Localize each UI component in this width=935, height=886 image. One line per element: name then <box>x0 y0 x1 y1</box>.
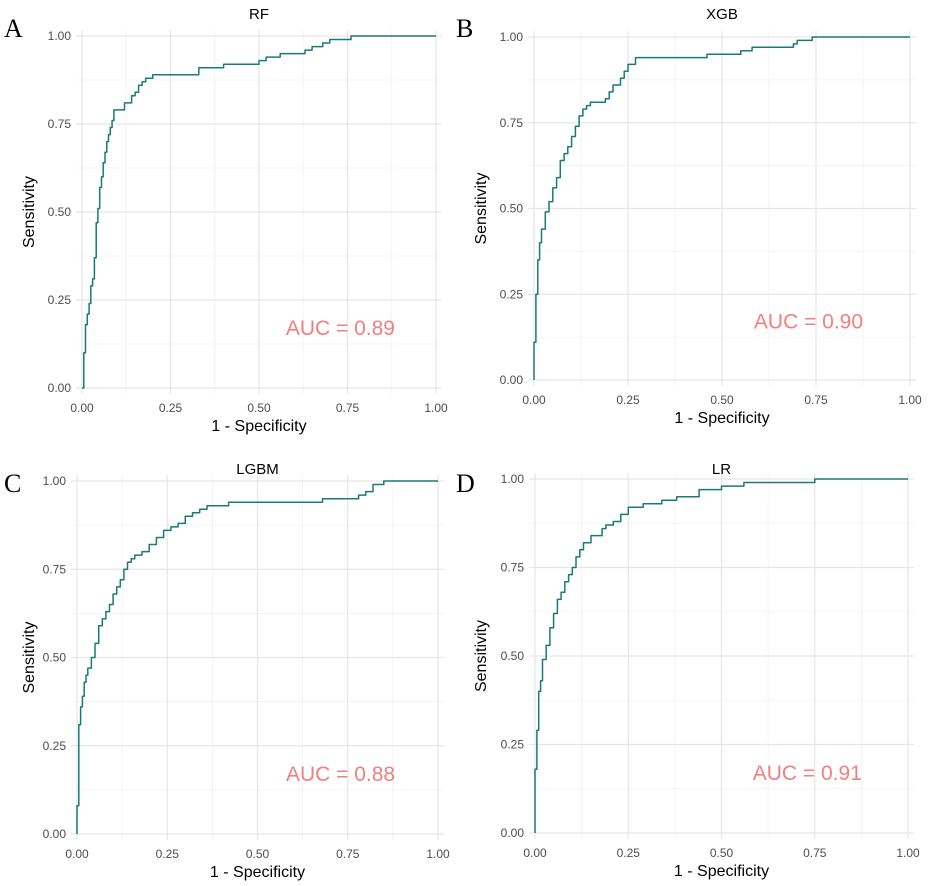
panel-letter: A <box>4 14 23 43</box>
x-tick-label: 0.00 <box>523 846 547 860</box>
y-tick-label: 1.00 <box>501 472 525 486</box>
panel-title: RF <box>249 6 269 23</box>
x-tick-label: 0.25 <box>616 393 640 407</box>
y-tick-label: 0.25 <box>500 287 524 301</box>
y-tick-label: 0.75 <box>500 116 524 130</box>
y-tick-label: 0.50 <box>500 202 524 216</box>
y-axis-title: Sensitivity <box>473 172 490 244</box>
y-tick-label: 0.50 <box>48 205 72 219</box>
x-tick-label: 0.25 <box>159 401 183 415</box>
y-tick-label: 0.50 <box>43 651 67 665</box>
auc-annotation: AUC = 0.88 <box>286 763 395 786</box>
grid <box>76 30 442 394</box>
panel-xgb: 0.00 0.25 0.50 0.75 1.00 0.00 0.25 0.50 0.75 1.00… <box>456 6 922 427</box>
x-tick-label: 0.25 <box>156 847 180 861</box>
grid <box>529 473 914 839</box>
x-tick-label: 0.00 <box>70 401 94 415</box>
auc-annotation: AUC = 0.89 <box>286 317 395 340</box>
y-tick-label: 0.25 <box>48 293 72 307</box>
panel-title: LGBM <box>236 461 279 478</box>
y-axis-title: Sensitivity <box>21 621 38 693</box>
x-axis-title: 1 - Specificity <box>211 418 306 435</box>
roc-curve-line <box>533 36 910 380</box>
y-tick-label: 0.25 <box>43 739 67 753</box>
x-tick-label: 0.25 <box>617 846 641 860</box>
grid <box>528 31 916 386</box>
x-tick-label: 0.75 <box>336 401 360 415</box>
roc-curve-line <box>76 480 438 834</box>
panel-title: LR <box>712 461 731 478</box>
panel-letter: B <box>456 14 473 43</box>
x-axis-title: 1 - Specificity <box>674 863 769 880</box>
y-tick-label: 0.00 <box>43 827 67 841</box>
y-tick-label: 1.00 <box>48 29 72 43</box>
x-axis-title: 1 - Specificity <box>210 864 305 881</box>
x-tick-label: 0.75 <box>804 393 828 407</box>
x-tick-label: 0.75 <box>803 846 827 860</box>
y-tick-label: 0.75 <box>43 562 67 576</box>
x-tick-label: 1.00 <box>426 847 450 861</box>
y-tick-label: 0.00 <box>500 373 524 387</box>
grid <box>71 475 444 840</box>
panel-title: XGB <box>706 6 738 23</box>
panel-letter: C <box>4 469 21 498</box>
x-tick-label: 0.00 <box>65 847 89 861</box>
x-tick-label: 0.00 <box>522 393 546 407</box>
x-tick-label: 1.00 <box>896 846 920 860</box>
x-tick-label: 0.50 <box>710 393 734 407</box>
x-tick-label: 0.50 <box>710 846 734 860</box>
x-tick-label: 0.75 <box>336 847 360 861</box>
panel-lgbm: 0.00 0.25 0.50 0.75 1.00 0.00 0.25 0.50 0.75 1.00… <box>4 461 450 881</box>
panel-rf: 0.00 0.25 0.50 0.75 1.00 0.00 0.25 0.50 0.75 1.00… <box>4 6 448 435</box>
y-tick-label: 0.25 <box>501 738 525 752</box>
roc-curve-line <box>82 35 436 389</box>
y-tick-label: 0.00 <box>501 826 525 840</box>
x-tick-label: 0.50 <box>246 847 270 861</box>
y-tick-label: 0.50 <box>501 649 525 663</box>
y-tick-label: 1.00 <box>500 30 524 44</box>
auc-annotation: AUC = 0.91 <box>753 762 862 785</box>
x-axis-title: 1 - Specificity <box>674 410 769 427</box>
y-tick-label: 0.00 <box>48 381 72 395</box>
y-axis-title: Sensitivity <box>473 620 490 692</box>
y-tick-label: 0.75 <box>501 561 525 575</box>
roc-curve-line <box>534 478 908 833</box>
x-tick-label: 0.50 <box>247 401 271 415</box>
panel-lr: 0.00 0.25 0.50 0.75 1.00 0.00 0.25 0.50 0.75 1.00… <box>456 461 920 880</box>
y-tick-label: 0.75 <box>48 117 72 131</box>
x-tick-label: 1.00 <box>898 393 922 407</box>
x-tick-label: 1.00 <box>424 401 448 415</box>
y-tick-label: 1.00 <box>43 474 67 488</box>
y-axis-title: Sensitivity <box>21 176 38 248</box>
panel-letter: D <box>456 469 475 498</box>
auc-annotation: AUC = 0.90 <box>754 311 863 334</box>
